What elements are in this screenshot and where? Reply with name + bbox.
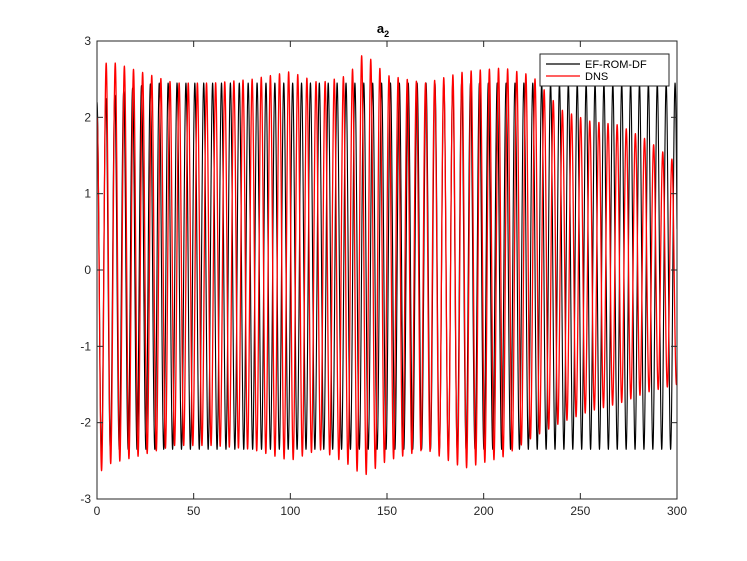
x-tick-label: 0 [94,504,101,518]
x-tick-label: 100 [280,504,300,518]
y-tick-label: 1 [84,187,91,201]
x-tick-label: 50 [187,504,201,518]
y-tick-label: 3 [84,34,91,48]
y-tick-label: -1 [80,339,91,353]
y-tick-label: -3 [80,492,91,506]
chart-title-main: a [377,21,385,36]
x-tick-label: 250 [570,504,590,518]
series-line-ef-rom-df [97,82,677,453]
plot-layer [97,55,677,476]
chart-title: a2 [377,21,389,39]
chart-title-subscript: 2 [384,29,389,39]
x-tick-label: 200 [474,504,494,518]
legend-label: DNS [585,71,608,83]
x-tick-label: 150 [377,504,397,518]
y-tick-label: 0 [84,263,91,277]
legend-label: EF-ROM-DF [585,59,647,71]
y-tick-label: 2 [84,110,91,124]
legend-box [539,53,670,87]
x-tick-label: 300 [667,504,687,518]
series-line-dns [97,55,677,476]
axes-layer: 0 50 100 150 200 250 300 -3 -2 -1 0 1 2 3 [80,34,687,518]
y-tick-label: -2 [80,416,91,430]
